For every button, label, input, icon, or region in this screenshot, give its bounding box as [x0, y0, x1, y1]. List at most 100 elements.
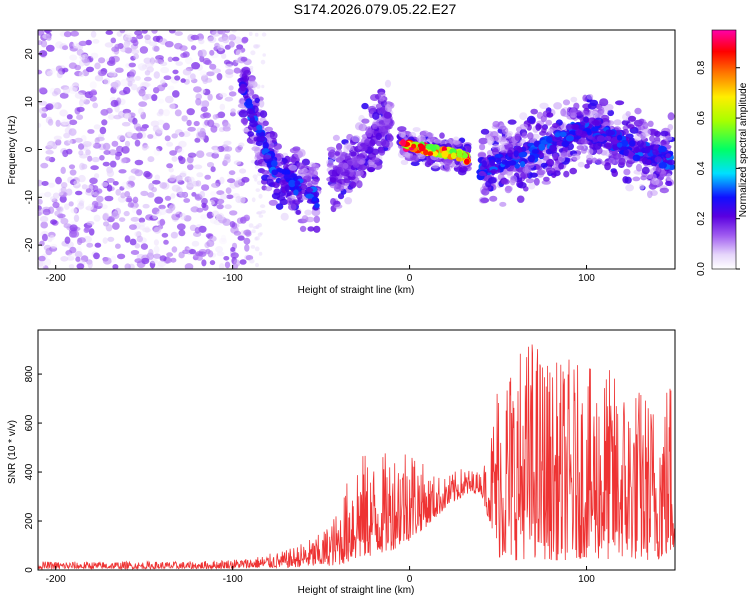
spectrogram-cell [371, 124, 378, 130]
spectrogram-cell [618, 157, 626, 166]
spectrogram-cell [105, 224, 113, 232]
spectrogram-cell [233, 67, 241, 74]
spectrogram-cell [246, 108, 255, 115]
spectrogram-cell [217, 44, 224, 52]
spectrogram-cell [94, 242, 102, 248]
spectrogram-cell [235, 195, 242, 204]
spectrogram-cell [527, 154, 536, 163]
spectrogram-cell [164, 195, 172, 201]
spectrogram-cell [178, 156, 186, 165]
spectrogram-cell [142, 203, 150, 209]
spectrogram-cell [243, 69, 252, 76]
spectrogram-cell [178, 140, 187, 148]
spectrogram-cell [224, 261, 231, 269]
spectrogram-cell [252, 226, 259, 229]
spectrogram-cell [546, 136, 553, 143]
spectrogram-cell [313, 215, 320, 224]
spectrogram-cell [201, 259, 207, 267]
spectrogram-cell [74, 137, 83, 143]
spectrogram-cell [262, 53, 267, 57]
spectrogram-cell [349, 181, 357, 188]
spectrogram-cell [444, 163, 450, 172]
spectrogram-cell [45, 247, 53, 256]
spectrogram-cell [256, 211, 262, 215]
spectrogram-cell [167, 56, 173, 62]
snr-panel: -200 -100 0 100 0 200 400 600 800 Height of str… [7, 329, 676, 596]
spectrogram-cell [55, 65, 63, 72]
spectrogram-cell [299, 225, 307, 232]
spectrogram-cell [558, 162, 564, 170]
spectrogram-cell [224, 204, 232, 210]
spectrogram-cell [133, 53, 140, 60]
spectrogram-cell [307, 226, 315, 232]
spectrogram-cell [639, 132, 647, 140]
spectrogram-cell [262, 154, 271, 160]
spectrogram-cell [136, 34, 144, 40]
spectrogram-cell [39, 192, 46, 198]
spectrogram-cell [284, 184, 290, 192]
spectrogram-cell [250, 245, 256, 249]
spectrogram-cell [54, 210, 61, 217]
spectrogram-cell [63, 86, 71, 95]
spectrogram-cell [620, 139, 629, 147]
spectrogram-cell [78, 99, 85, 107]
spectrogram-cell [611, 169, 618, 177]
spectrogram-cell [170, 257, 177, 263]
spectrogram-cell [153, 71, 160, 79]
spectrogram-cell [67, 253, 75, 259]
spectrogram-cell [118, 169, 127, 174]
spectrogram-cell [116, 145, 124, 154]
spectrogram-cell [233, 230, 242, 236]
spectrogram-cell [99, 155, 105, 161]
spectrogram-cell [82, 141, 92, 147]
spectrogram-cell [198, 251, 207, 257]
spectrogram-cell [188, 176, 195, 183]
spectrogram-cell [38, 261, 46, 269]
spectrogram-cell [61, 118, 70, 126]
spectrogram-cell [431, 150, 439, 157]
spectrogram-cell [217, 30, 226, 35]
spectrogram-cell [655, 166, 662, 174]
spectrogram-cell [459, 166, 468, 173]
spectrogram-cell [570, 96, 578, 103]
spectrogram-cell [486, 136, 495, 145]
spectrogram-cell [153, 239, 159, 246]
spectrogram-cell [347, 160, 353, 165]
spectrogram-cell [573, 102, 580, 110]
spectrogram-cell [148, 248, 154, 257]
spectrogram-cell [533, 177, 540, 186]
spectrogram-cell [86, 221, 95, 226]
spectrogram-x-ticks: -200 -100 0 100 [46, 265, 595, 284]
spectrogram-cell [259, 232, 263, 236]
spectrogram-cell [549, 144, 557, 152]
spectrogram-cell [110, 99, 119, 108]
spectrogram-cell [123, 210, 130, 217]
spectrogram-cell [371, 157, 380, 163]
spectrogram-cell [66, 256, 75, 261]
spectrogram-cell [234, 180, 241, 188]
spectrogram-cell [616, 142, 623, 148]
spectrogram-cell [107, 236, 115, 242]
spectrogram-cell [159, 182, 168, 189]
spectrogram-cell [78, 174, 86, 183]
colorbar-label: Normalized spectral amplitude [738, 82, 749, 217]
spectrogram-cell [108, 56, 116, 64]
spectrogram-cell [358, 123, 368, 132]
spectrogram-cell [182, 51, 190, 58]
spectrogram-cell [201, 202, 207, 208]
spectrogram-cell [42, 208, 51, 216]
spectrogram-cell [144, 76, 152, 82]
spectrogram-cell [251, 146, 260, 152]
spectrogram-cell [140, 243, 148, 250]
spectrogram-cell [480, 197, 490, 203]
spectrogram-cell [89, 177, 98, 185]
spectrogram-cell [353, 156, 361, 162]
spectrogram-cell [464, 158, 470, 165]
spectrogram-cell [224, 146, 233, 152]
spectrogram-cell [490, 169, 498, 174]
spectrogram-cell [201, 184, 210, 191]
spectrogram-cell [188, 248, 196, 255]
spectrogram-cell [45, 156, 52, 162]
spectrogram-cell [99, 126, 107, 135]
spectrogram-cell [528, 182, 536, 190]
